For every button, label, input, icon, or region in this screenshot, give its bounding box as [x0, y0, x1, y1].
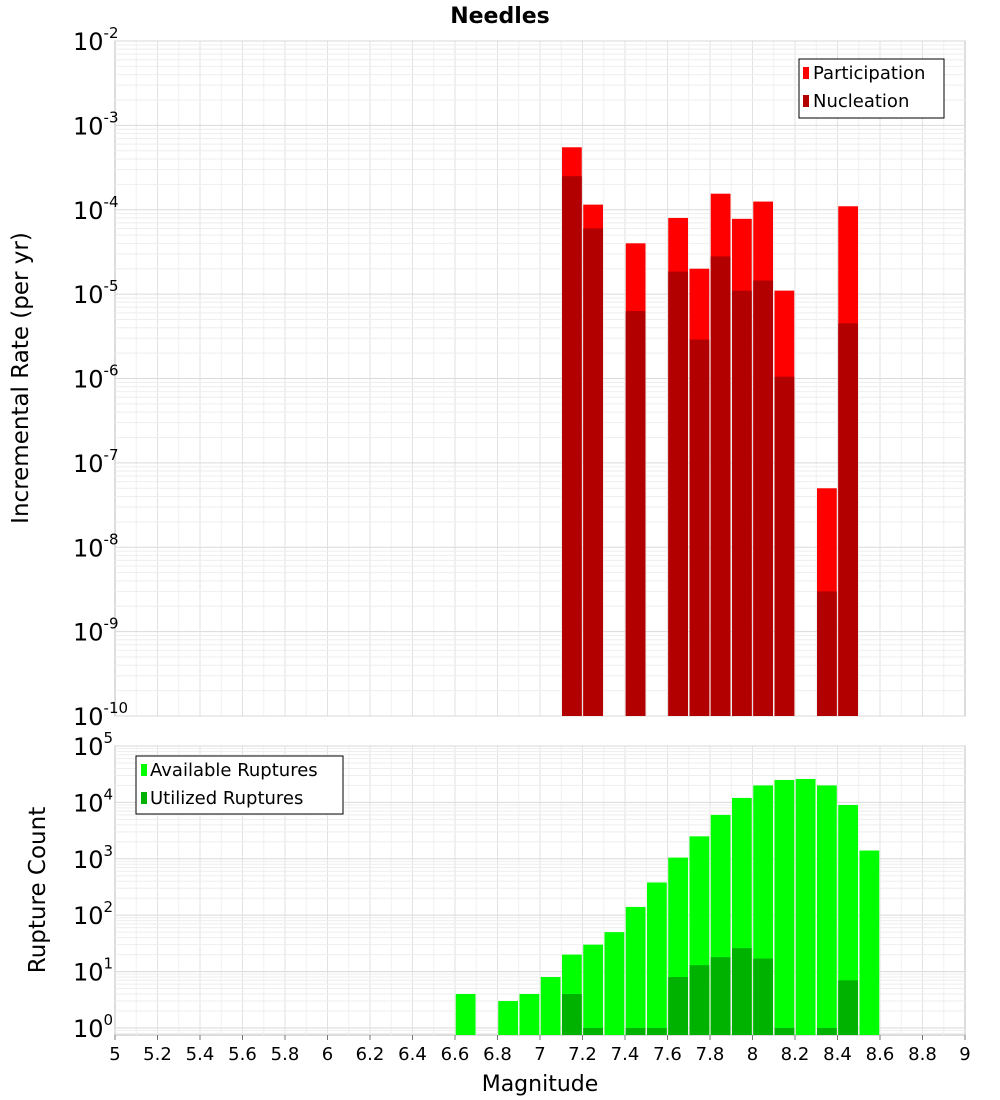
count-y-tick-label: 102	[73, 898, 113, 930]
rate-bar-s2-9	[816, 591, 837, 716]
x-tick-label: 5.2	[143, 1044, 172, 1065]
rate-bar-s2-8	[774, 376, 795, 716]
x-tick-label: 8.4	[823, 1044, 852, 1065]
rate-panel: 10-10 10-9 10-8 10-7 10-6 10-5 10-4 10-3 10-2 In…	[8, 24, 966, 731]
count-y-tick-label: 101	[73, 955, 113, 987]
legend-swatch-utilized	[141, 792, 147, 804]
count-bar-s2-4	[561, 994, 582, 1035]
rate-y-tick-label: 10-4	[73, 193, 119, 225]
x-tick-label: 6	[322, 1044, 333, 1065]
legend-swatch-nucleation	[803, 95, 809, 107]
rate-y-tick-label: 10-6	[73, 362, 119, 394]
x-tick-label: 5.8	[271, 1044, 300, 1065]
x-tick-label: 8.6	[866, 1044, 895, 1065]
x-axis: 5 5.2 5.4 5.6 5.8 6 6.2 6.4 6.6 6.8 7 7.2 7.4 7.6 7.8 8…	[109, 1035, 971, 1065]
legend-label-nucleation: Nucleation	[813, 91, 909, 112]
x-tick-label: 6.8	[483, 1044, 512, 1065]
chart-title: Needles	[450, 4, 550, 29]
count-bar-s1-16	[816, 785, 837, 1035]
count-bar-s1-3	[540, 977, 561, 1035]
count-bar-s1-8	[646, 882, 667, 1035]
x-tick-label: 8.8	[908, 1044, 937, 1065]
rate-bar-s2-7	[753, 280, 774, 716]
count-bar-s1-14	[774, 779, 795, 1035]
x-axis-label: Magnitude	[482, 1072, 599, 1097]
x-tick-label: 7.2	[568, 1044, 597, 1065]
rate-y-tick-label: 10-9	[73, 615, 119, 647]
count-bar-s2-10	[689, 965, 710, 1035]
rate-y-tick-label: 10-2	[73, 24, 119, 56]
legend-swatch-participation	[803, 67, 809, 79]
count-y-tick-label: 103	[73, 842, 113, 874]
rate-bars	[561, 147, 859, 717]
legend-label-utilized: Utilized Ruptures	[150, 788, 303, 809]
count-bar-s2-9	[668, 977, 689, 1035]
count-bar-s1-6	[604, 932, 625, 1035]
count-bar-s2-8	[646, 1027, 667, 1035]
x-tick-label: 7	[534, 1044, 545, 1065]
x-tick-label: 9	[959, 1044, 970, 1065]
count-bar-s2-7	[625, 1027, 646, 1035]
rate-bar-s2-1	[583, 228, 604, 716]
rate-y-tick-label: 10-3	[73, 108, 119, 140]
x-tick-label: 6.2	[356, 1044, 385, 1065]
rate-bar-s2-10	[838, 323, 859, 716]
rate-legend: Participation Nucleation	[798, 58, 945, 119]
rate-bar-s2-5	[710, 256, 731, 716]
rate-bar-s2-3	[668, 271, 689, 716]
rate-y-tick-label: 10-7	[73, 446, 119, 478]
count-bar-s1-5	[583, 944, 604, 1035]
count-bar-s2-17	[838, 980, 859, 1035]
count-y-tick-label: 104	[73, 785, 113, 817]
rate-bar-s2-0	[561, 176, 582, 716]
x-tick-label: 6.6	[441, 1044, 470, 1065]
count-bar-s1-18	[859, 850, 880, 1035]
count-bars	[455, 778, 880, 1035]
rate-bar-s2-6	[731, 290, 752, 716]
legend-swatch-available	[141, 764, 147, 776]
count-bar-s1-1	[498, 1001, 519, 1035]
count-bar-s2-12	[731, 948, 752, 1035]
rate-y-tick-label: 10-10	[73, 699, 128, 731]
count-panel: 100 101 102 103 104 105 Rupture Count Availab…	[25, 729, 966, 1043]
rate-y-ticks: 10-10 10-9 10-8 10-7 10-6 10-5 10-4 10-3 10-2	[73, 24, 128, 731]
count-bar-s2-5	[583, 1027, 604, 1035]
count-bar-s2-13	[753, 958, 774, 1035]
x-tick-label: 8	[747, 1044, 758, 1065]
count-y-tick-label: 105	[73, 729, 113, 761]
x-tick-label: 6.4	[398, 1044, 427, 1065]
x-tick-label: 7.8	[696, 1044, 725, 1065]
x-tick-label: 7.4	[611, 1044, 640, 1065]
count-bar-s1-0	[455, 994, 476, 1035]
count-bar-s1-17	[838, 804, 859, 1035]
x-tick-label: 5	[109, 1044, 120, 1065]
count-y-axis-label: Rupture Count	[25, 807, 51, 973]
count-legend: Available Ruptures Utilized Ruptures	[135, 755, 344, 815]
rate-y-tick-label: 10-5	[73, 277, 119, 309]
x-tick-label: 5.6	[228, 1044, 257, 1065]
rate-bar-s2-2	[625, 311, 646, 716]
x-tick-label: 5.4	[186, 1044, 215, 1065]
count-y-ticks: 100 101 102 103 104 105	[73, 729, 113, 1043]
rate-y-axis-label: Incremental Rate (per yr)	[8, 232, 34, 524]
legend-label-participation: Participation	[813, 63, 925, 84]
count-y-tick-label: 100	[73, 1011, 113, 1043]
count-bar-s1-2	[519, 994, 540, 1035]
rate-y-tick-label: 10-8	[73, 530, 119, 562]
count-bar-s2-11	[710, 957, 731, 1035]
count-bar-s2-14	[774, 1027, 795, 1035]
count-bar-s1-7	[625, 906, 646, 1035]
legend-label-available: Available Ruptures	[150, 760, 318, 781]
count-bar-s1-15	[795, 778, 816, 1035]
count-bar-s2-16	[816, 1027, 837, 1035]
rate-bar-s2-4	[689, 339, 710, 716]
x-tick-label: 7.6	[653, 1044, 682, 1065]
rate-grid	[115, 40, 965, 717]
x-tick-label: 8.2	[781, 1044, 810, 1065]
